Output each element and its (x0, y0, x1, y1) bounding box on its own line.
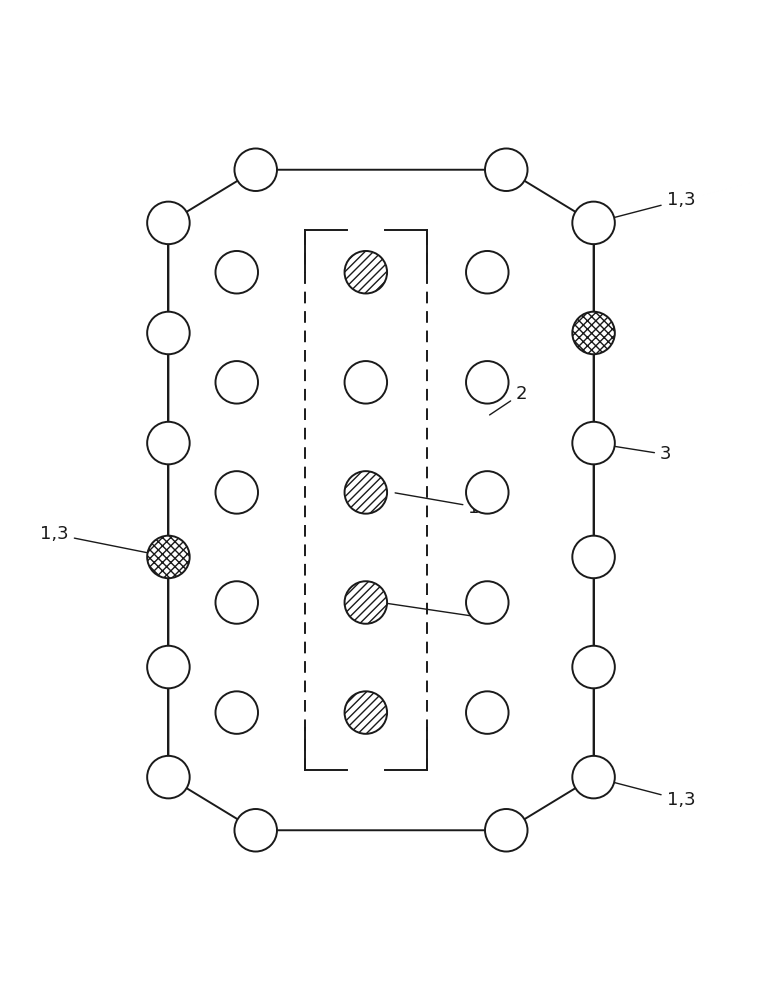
Circle shape (572, 422, 615, 464)
Circle shape (235, 148, 277, 191)
Circle shape (344, 691, 387, 734)
Circle shape (216, 251, 258, 293)
Circle shape (216, 581, 258, 624)
Circle shape (344, 251, 387, 293)
Circle shape (572, 202, 615, 244)
Circle shape (147, 422, 190, 464)
Text: 1,3: 1,3 (597, 191, 695, 222)
Text: 10: 10 (395, 493, 491, 517)
Circle shape (147, 202, 190, 244)
Circle shape (147, 536, 190, 578)
Circle shape (216, 361, 258, 404)
Circle shape (572, 756, 615, 798)
Circle shape (147, 646, 190, 688)
Circle shape (572, 536, 615, 578)
Text: 2: 2 (490, 385, 527, 415)
Circle shape (216, 471, 258, 514)
Circle shape (466, 251, 508, 293)
Circle shape (485, 148, 527, 191)
Circle shape (344, 361, 387, 404)
Text: 1,3: 1,3 (597, 778, 695, 809)
Circle shape (235, 809, 277, 852)
Circle shape (466, 361, 508, 404)
Text: 3: 3 (597, 443, 671, 463)
Circle shape (466, 581, 508, 624)
Circle shape (572, 312, 615, 354)
Circle shape (466, 471, 508, 514)
Circle shape (466, 691, 508, 734)
Circle shape (344, 471, 387, 514)
Circle shape (147, 756, 190, 798)
Circle shape (216, 691, 258, 734)
Text: 1,3: 1,3 (40, 525, 165, 556)
Circle shape (485, 809, 527, 852)
Circle shape (147, 312, 190, 354)
Circle shape (572, 646, 615, 688)
Text: 1: 1 (384, 603, 489, 627)
Circle shape (344, 581, 387, 624)
